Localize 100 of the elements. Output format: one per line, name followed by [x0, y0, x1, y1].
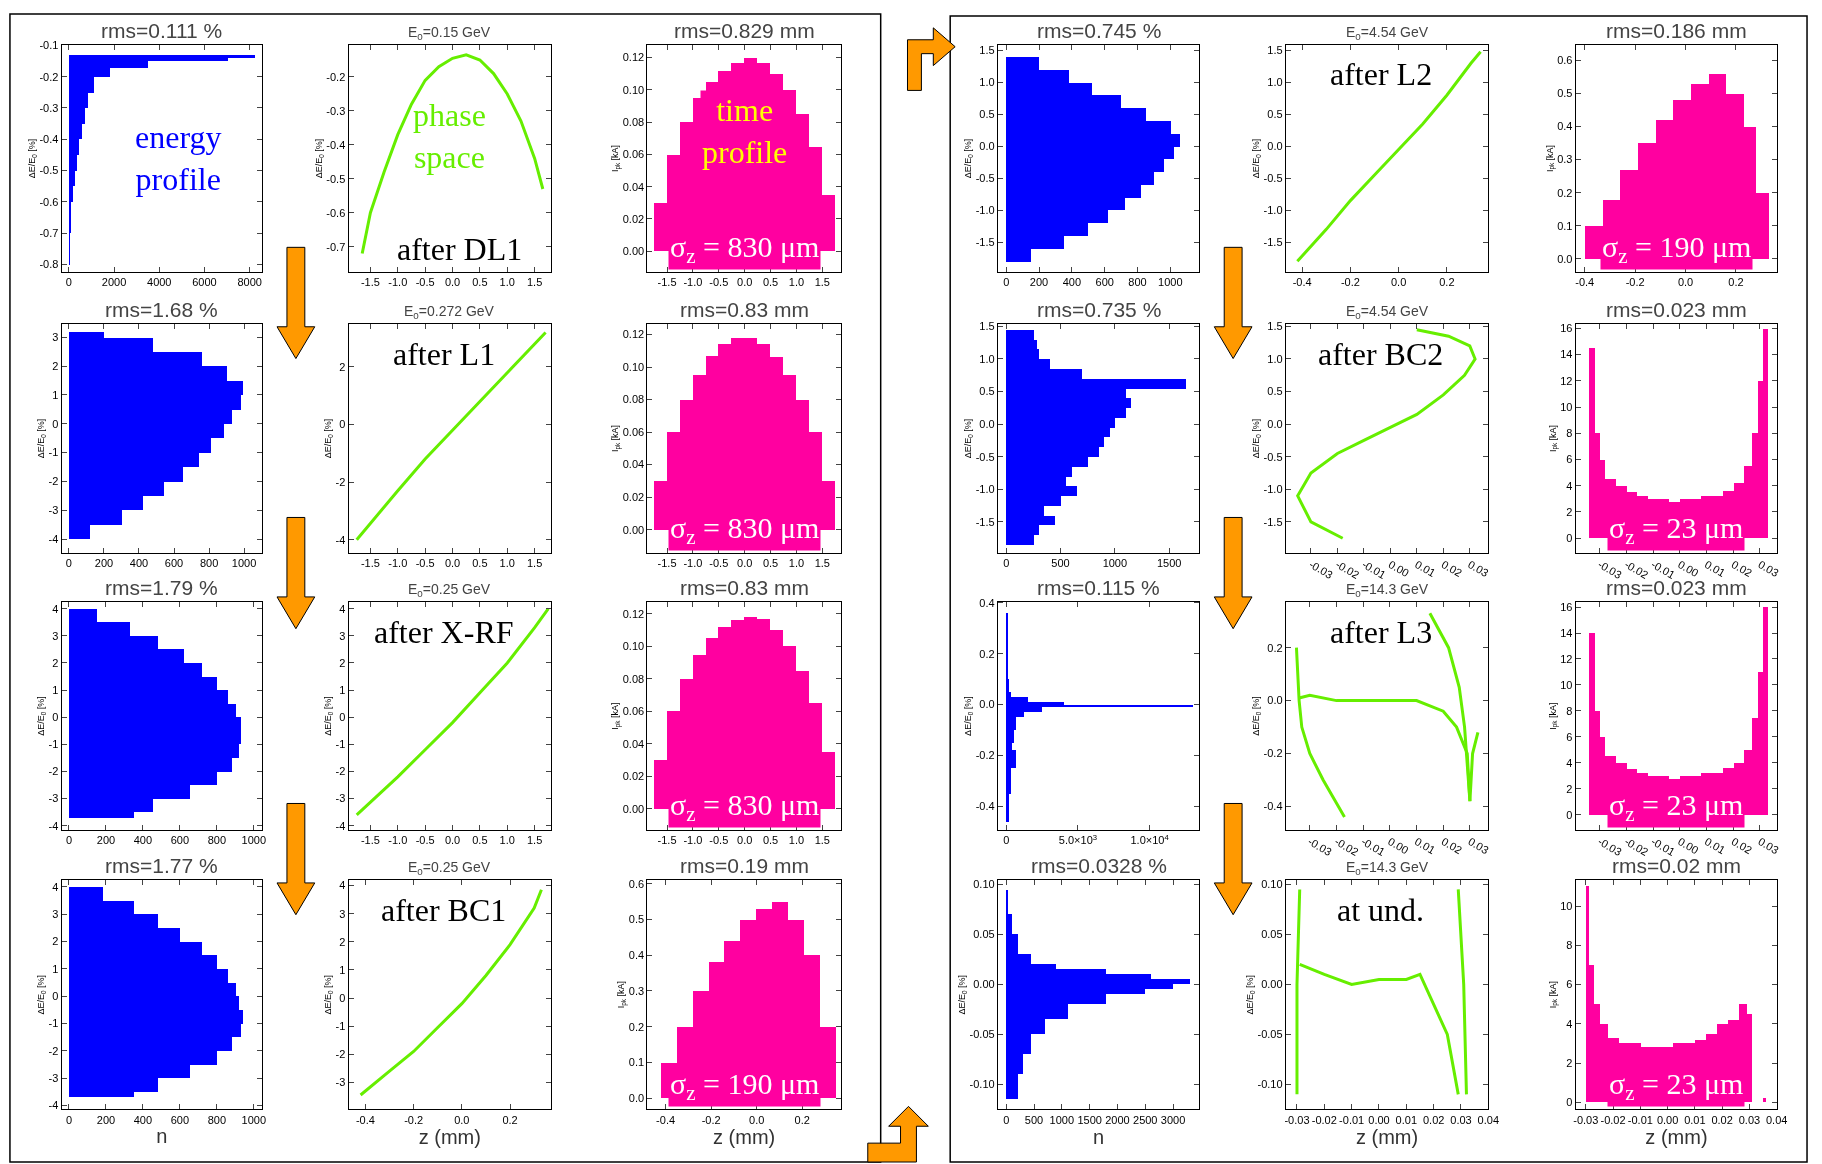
y-tick-label: 8 [1566, 939, 1573, 952]
y-tick-label: 2 [52, 656, 59, 669]
x-tick-label: 0.5 [762, 834, 779, 847]
x-tick-label: 0.2 [502, 1113, 518, 1126]
x-tick-label: -0.01 [1649, 558, 1678, 581]
chart-title: rms=0.111 % [101, 19, 223, 42]
y-tick-label: 1 [52, 683, 59, 696]
x-tick-label: -0.03 [1573, 1113, 1599, 1126]
y-tick-label: 1.0 [979, 352, 995, 365]
y-tick-label: -4 [48, 1099, 59, 1112]
x-tick-label: -0.2 [1625, 276, 1645, 289]
y-tick-label: -0.5 [1263, 172, 1283, 185]
y-tick-label: -0.7 [39, 226, 59, 239]
x-tick-label: 5.0×10$^{3}$ [1058, 832, 1098, 847]
x-tick-label: -1.5 [360, 557, 380, 570]
x-tick-label: -0.03 [1307, 558, 1335, 581]
x-tick-label: 800 [1128, 276, 1147, 289]
y-tick-label: 12 [1560, 652, 1573, 665]
annotation: after X-RF [374, 614, 514, 650]
x-tick-label: -0.03 [1284, 1113, 1310, 1126]
annotation: phase space [413, 97, 486, 175]
x-tick-label: -0.2 [404, 1113, 424, 1126]
y-tick-label: 3 [339, 629, 346, 642]
y-tick-label: 0.12 [622, 607, 645, 620]
x-tick-label: -0.02 [1622, 558, 1651, 581]
chart-title: rms=0.829 mm [674, 19, 815, 42]
x-tick-label: 200 [94, 557, 114, 570]
y-tick-label: -1.0 [975, 483, 995, 496]
y-tick-label: 0.08 [622, 116, 645, 128]
y-tick-label: 0 [1566, 1096, 1573, 1109]
y-tick-label: 2 [1566, 1056, 1573, 1069]
x-tick-label: 0.0 [749, 1113, 765, 1126]
x-tick-label: 0.0 [737, 557, 753, 570]
x-axis-title: z (mm) [418, 1125, 481, 1148]
x-tick-label: 0.03 [1466, 835, 1491, 857]
y-tick-label: 1 [52, 388, 59, 401]
y-tick-label: 4 [1566, 756, 1573, 769]
annotation: after L1 [393, 336, 496, 372]
x-tick-label: 1000 [241, 1113, 267, 1126]
y-tick-label: 0.00 [1261, 978, 1283, 991]
x-tick-label: 1.5 [814, 276, 830, 289]
x-tick-label: 6000 [192, 276, 217, 289]
y-tick-label: 0 [339, 418, 346, 431]
y-tick-label: 1 [339, 683, 346, 696]
y-tick-label: -4 [48, 819, 59, 832]
y-tick-label: -0.2 [1263, 747, 1283, 760]
x-tick-label: 1.0 [499, 834, 515, 847]
chart-title: E$_{0}$=0.25 GeV [408, 859, 491, 877]
y-tick-label: 0.00 [622, 802, 645, 815]
x-tick-label: -0.03 [1595, 835, 1624, 859]
x-tick-label: 500 [1051, 557, 1070, 570]
x-tick-label: 1.0 [499, 557, 515, 570]
y-tick-label: 1.5 [1267, 44, 1283, 57]
annotation: after BC2 [1318, 336, 1444, 372]
y-tick-label: -0.5 [1263, 450, 1283, 463]
y-tick-label: 14 [1560, 626, 1573, 639]
y-tick-label: -0.2 [39, 70, 59, 83]
x-tick-label: 800 [207, 1113, 227, 1126]
x-tick-label: -0.01 [1649, 835, 1678, 859]
x-tick-label: 0.03 [1756, 558, 1781, 580]
x-tick-label: 1.0 [788, 834, 805, 847]
x-tick-label: -1.0 [388, 834, 408, 847]
x-tick-label: 0 [1003, 834, 1010, 847]
y-tick-label: 0 [1566, 808, 1573, 821]
x-tick-label: 0 [1003, 557, 1010, 570]
x-tick-label: 0.0 [737, 834, 753, 847]
x-tick-label: -0.02 [1311, 1113, 1337, 1126]
x-tick-label: 0.00 [1386, 558, 1412, 580]
y-tick-label: -0.3 [39, 101, 59, 114]
x-tick-label: -1.0 [388, 557, 408, 570]
x-tick-label: -0.02 [1332, 835, 1361, 859]
y-tick-label: 0.5 [1267, 385, 1283, 398]
x-tick-label: 400 [1062, 276, 1082, 289]
x-tick-label: -0.2 [1340, 276, 1360, 289]
y-tick-label: 2 [52, 935, 59, 948]
y-tick-label: -2 [335, 475, 346, 488]
y-tick-label: 0.4 [979, 596, 995, 609]
annotation: after BC1 [381, 892, 507, 928]
x-tick-label: -0.02 [1622, 835, 1651, 859]
x-axis-title: n [156, 1125, 168, 1148]
y-tick-label: 0.0 [1267, 418, 1283, 431]
y-tick-label: 0.0 [979, 140, 995, 153]
y-tick-label: 0.0 [628, 1092, 645, 1105]
x-tick-label: 0.02 [1711, 1113, 1733, 1126]
y-tick-label: 0.2 [628, 1020, 645, 1033]
x-tick-label: 0 [65, 276, 72, 289]
x-tick-label: -1.0 [683, 276, 703, 289]
y-tick-label: 0 [52, 417, 59, 430]
x-tick-label: -0.02 [1333, 558, 1362, 581]
y-tick-label: 4 [339, 602, 346, 615]
x-tick-label: 0.01 [1412, 835, 1438, 857]
x-tick-label: 0.02 [1729, 558, 1754, 580]
y-tick-label: 1.0 [1267, 76, 1283, 89]
y-tick-label: 10 [1560, 899, 1573, 912]
x-tick-label: -0.02 [1600, 1113, 1626, 1126]
x-tick-label: 600 [1095, 276, 1114, 289]
y-tick-label: 12 [1560, 374, 1573, 387]
y-tick-label: 2 [339, 656, 346, 669]
y-tick-label: -4 [48, 532, 59, 545]
y-tick-label: 3 [52, 629, 59, 642]
